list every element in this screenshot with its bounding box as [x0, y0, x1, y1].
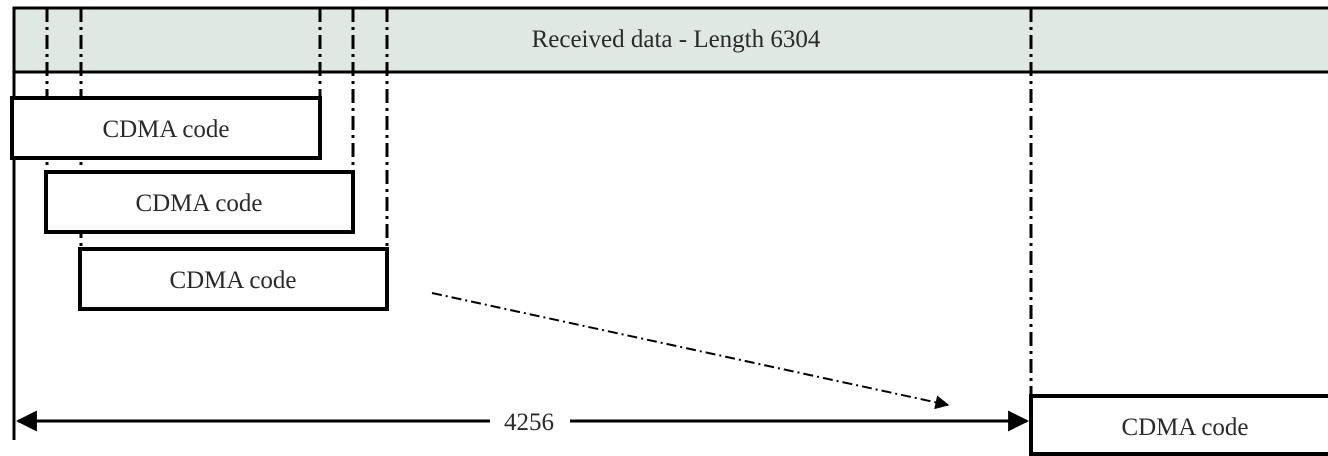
- cdma-code-label-1: CDMA code: [102, 116, 229, 143]
- cdma-code-block-4: CDMA code: [1029, 394, 1328, 456]
- cdma-code-box-1: [10, 96, 322, 160]
- cdma-code-label-4: CDMA code: [1121, 414, 1248, 441]
- shift-arrow: [431, 292, 950, 410]
- received-data-label: Received data - Length 6304: [532, 26, 821, 53]
- cdma-code-label-3: CDMA code: [169, 267, 296, 294]
- cdma-code-block-2: CDMA code: [44, 170, 355, 234]
- cdma-code-block-1: CDMA code: [10, 96, 322, 160]
- cdma-code-label-2: CDMA code: [135, 190, 262, 217]
- cdma-code-box-2: [44, 170, 355, 234]
- length-dimension: 4256: [15, 409, 1030, 436]
- cdma-code-box-3: [78, 247, 389, 311]
- cdma-code-block-3: CDMA code: [78, 247, 389, 311]
- dimension-label: 4256: [504, 409, 554, 436]
- cdma-code-box-4: [1029, 394, 1328, 456]
- received-data-bar: Received data - Length 6304: [12, 6, 1328, 74]
